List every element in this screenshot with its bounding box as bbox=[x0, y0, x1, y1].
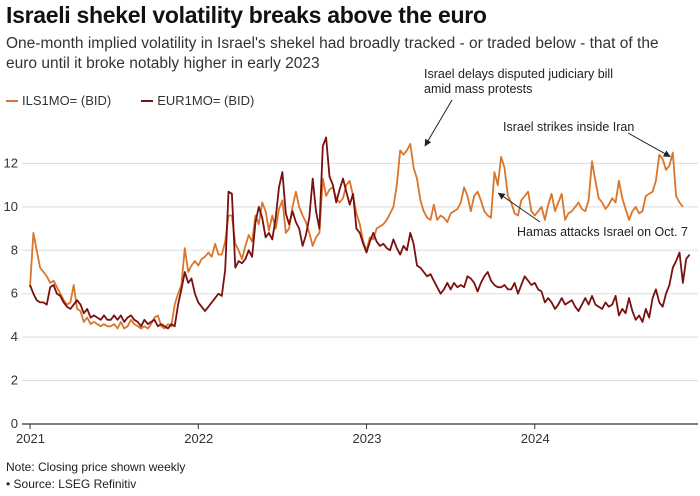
y-tick-label: 8 bbox=[11, 242, 18, 257]
legend-swatch-eur bbox=[141, 99, 154, 102]
y-tick-label: 2 bbox=[11, 373, 18, 388]
y-tick-label: 10 bbox=[4, 199, 18, 214]
annotation-iran-arrow bbox=[627, 132, 671, 158]
x-tick-label: 2021 bbox=[16, 431, 45, 446]
y-tick-label: 6 bbox=[11, 286, 18, 301]
series-line-eur bbox=[29, 136, 691, 330]
chart-note: Note: Closing price shown weekly bbox=[6, 460, 186, 474]
series-line-ils bbox=[29, 143, 684, 330]
legend-item-eur: EUR1MO= (BID) bbox=[141, 93, 254, 108]
y-tick-label: 12 bbox=[4, 155, 18, 170]
x-tick-label: 2023 bbox=[353, 431, 382, 446]
y-tick-label: 4 bbox=[11, 329, 18, 344]
legend: ILS1MO= (BID) EUR1MO= (BID) bbox=[6, 93, 254, 108]
x-tick-label: 2022 bbox=[184, 431, 213, 446]
annotation-iran-text: Israel strikes inside Iran bbox=[503, 120, 634, 134]
annotation-hamas-arrow bbox=[497, 192, 541, 223]
legend-label-eur: EUR1MO= (BID) bbox=[157, 93, 255, 108]
chart-source: • Source: LSEG Refinitiv bbox=[6, 477, 137, 491]
annotation-judiciary-arrow bbox=[424, 99, 453, 147]
chart-subtitle: One-month implied volatility in Israel's… bbox=[6, 35, 659, 72]
legend-label-ils: ILS1MO= (BID) bbox=[22, 93, 112, 108]
chart-title: Israeli shekel volatility breaks above t… bbox=[6, 2, 487, 28]
x-tick-label: 2024 bbox=[521, 431, 550, 446]
annotation-hamas-text: Hamas attacks Israel on Oct. 7 bbox=[517, 225, 688, 239]
annotation-judiciary-text: Israel delays disputed judiciary bill ami… bbox=[424, 67, 613, 96]
legend-item-ils: ILS1MO= (BID) bbox=[6, 93, 111, 108]
legend-swatch-ils bbox=[6, 99, 18, 102]
y-tick-label: 0 bbox=[11, 416, 18, 431]
